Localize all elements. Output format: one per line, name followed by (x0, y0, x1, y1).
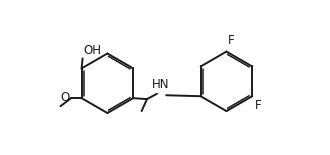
Text: O: O (61, 91, 70, 104)
Text: F: F (254, 99, 261, 112)
Text: F: F (228, 34, 235, 47)
Text: OH: OH (83, 44, 102, 57)
Text: HN: HN (152, 78, 170, 91)
